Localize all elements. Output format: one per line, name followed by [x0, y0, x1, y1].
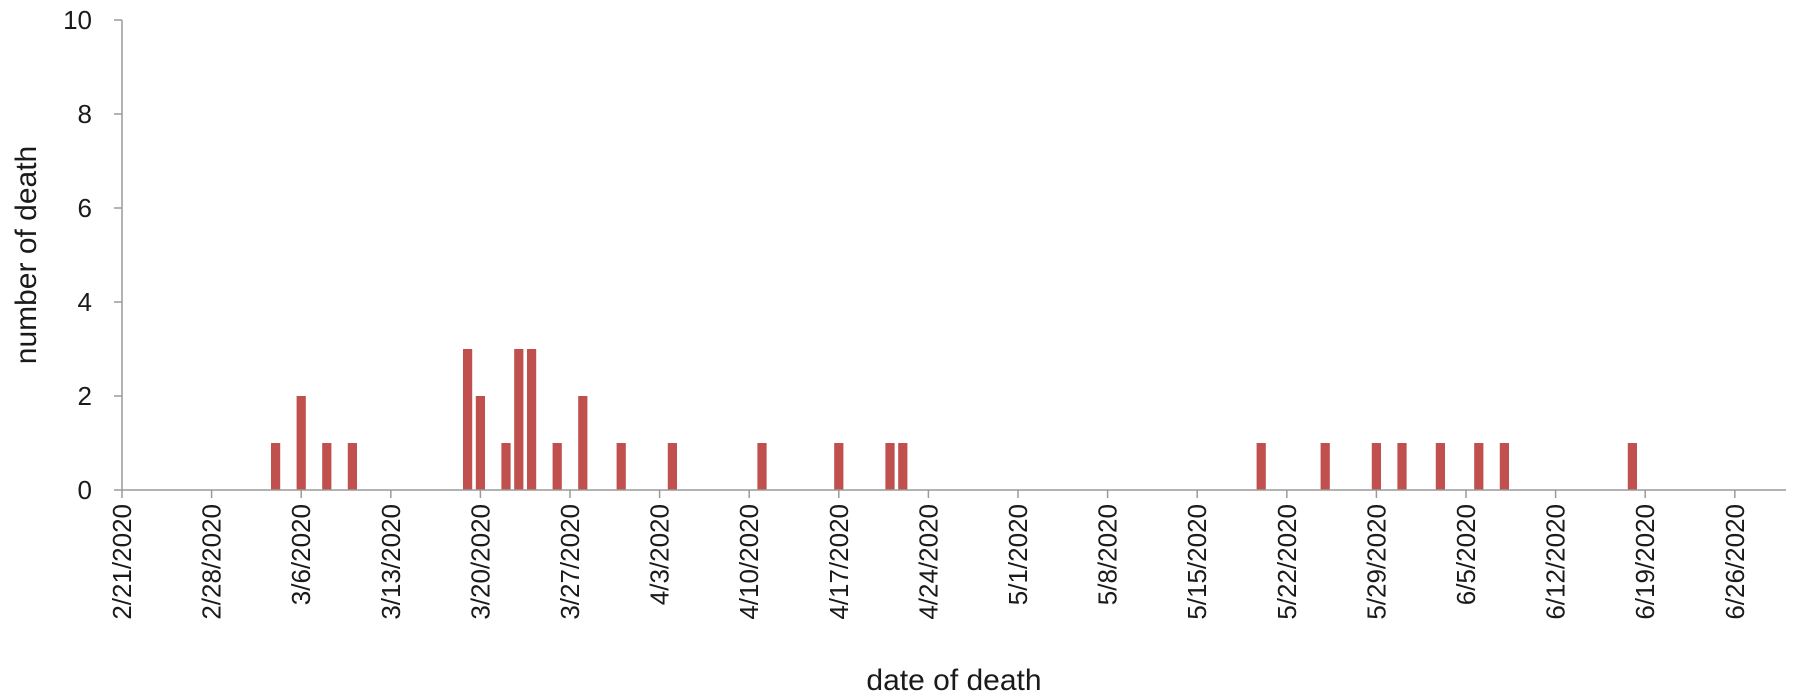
- x-tick-label: 5/22/2020: [1272, 504, 1302, 620]
- x-tick-label: 3/27/2020: [555, 504, 585, 620]
- y-tick-label: 10: [63, 5, 92, 35]
- y-tick-label: 2: [78, 381, 92, 411]
- y-axis-ticks: 0 2 4 6 8 10: [63, 5, 122, 505]
- x-tick-label: 2/21/2020: [107, 504, 137, 620]
- y-tick-label: 6: [78, 193, 92, 223]
- x-tick-label: 4/3/2020: [645, 504, 675, 605]
- bar: [898, 443, 908, 490]
- bar: [1474, 443, 1484, 490]
- x-axis-ticks: 2/21/2020 2/28/2020 3/6/2020 3/13/2020 3/20/…: [107, 490, 1750, 620]
- bar: [885, 443, 895, 490]
- bar: [667, 443, 678, 490]
- bar: [1371, 443, 1382, 490]
- bar: [514, 349, 524, 490]
- bar: [501, 443, 511, 490]
- x-tick-label: 6/5/2020: [1451, 504, 1481, 605]
- x-tick-label: 6/26/2020: [1720, 504, 1750, 620]
- x-tick-label: 4/10/2020: [734, 504, 764, 620]
- x-tick-label: 6/12/2020: [1541, 504, 1571, 620]
- x-tick-label: 2/28/2020: [197, 504, 227, 620]
- bar: [296, 396, 306, 490]
- x-tick-label: 3/6/2020: [286, 504, 316, 605]
- x-tick-label: 4/24/2020: [913, 504, 943, 620]
- bar: [1435, 443, 1446, 490]
- bar: [322, 443, 332, 490]
- bar: [578, 396, 588, 490]
- x-tick-label: 5/1/2020: [1003, 504, 1033, 605]
- bar: [475, 396, 486, 490]
- bar: [1256, 443, 1266, 490]
- y-tick-label: 0: [78, 475, 92, 505]
- bar: [1627, 443, 1638, 490]
- bar: [270, 443, 281, 490]
- bar: [834, 443, 844, 490]
- bar: [1397, 443, 1407, 490]
- bar: [1499, 443, 1510, 490]
- y-tick-label: 8: [78, 99, 92, 129]
- x-tick-label: 3/13/2020: [376, 504, 406, 620]
- y-axis-title: number of death: [10, 146, 43, 364]
- x-tick-label: 4/17/2020: [824, 504, 854, 620]
- y-tick-label: 4: [78, 287, 92, 317]
- x-tick-label: 5/15/2020: [1182, 504, 1212, 620]
- bar: [757, 443, 767, 490]
- bar: [552, 443, 562, 490]
- x-tick-label: 5/29/2020: [1361, 504, 1391, 620]
- bar: [526, 349, 537, 490]
- x-axis-title: date of death: [866, 664, 1041, 697]
- bar: [1320, 443, 1330, 490]
- bar-series: [270, 349, 1638, 490]
- x-tick-label: 5/8/2020: [1093, 504, 1123, 605]
- bar: [347, 443, 358, 490]
- bar: [616, 443, 626, 490]
- x-tick-label: 3/20/2020: [465, 504, 495, 620]
- x-tick-label: 6/19/2020: [1630, 504, 1660, 620]
- bar: [462, 349, 473, 490]
